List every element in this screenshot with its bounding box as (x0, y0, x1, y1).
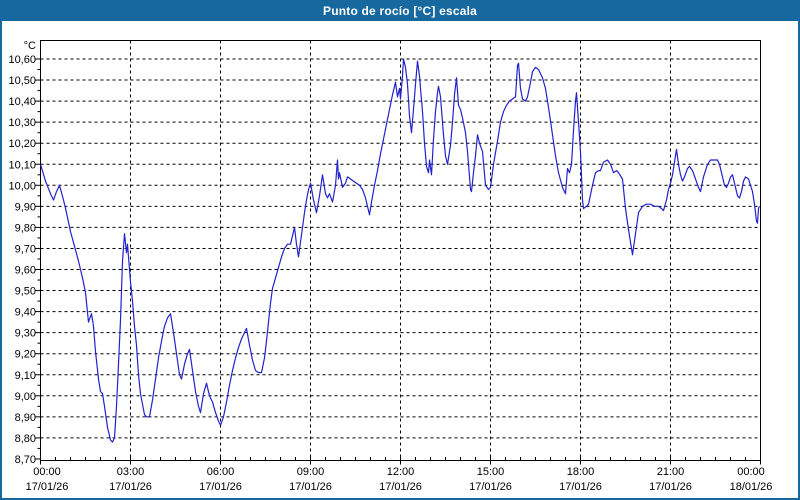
x-tick-time-label: 15:00 (477, 466, 505, 478)
x-tick-date-label: 17/01/26 (379, 481, 422, 493)
data-line (39, 58, 761, 443)
y-tick-label: 8,70 (15, 454, 36, 466)
x-tick-time-label: 03:00 (117, 466, 145, 478)
y-tick-label: 10,60 (8, 54, 36, 66)
y-tick-label: 8,90 (15, 412, 36, 424)
y-tick-label: 9,80 (15, 222, 36, 234)
window-titlebar: Punto de rocío [°C] escala (0, 0, 800, 21)
x-tick-date-label: 17/01/26 (26, 481, 69, 493)
y-tick-label: 9,10 (15, 370, 36, 382)
y-tick-label: 10,10 (8, 159, 36, 171)
x-tick-date-label: 17/01/26 (469, 481, 512, 493)
x-tick-time-label: 18:00 (567, 466, 595, 478)
plot-frame (40, 40, 761, 461)
y-tick-label: 9,90 (15, 201, 36, 213)
y-tick-label: 9,40 (15, 307, 36, 319)
x-tick-time-label: 09:00 (297, 466, 325, 478)
x-tick-date-label: 17/01/26 (289, 481, 332, 493)
x-tick-time-label: 00:00 (737, 466, 765, 478)
y-axis-unit: °C (24, 40, 36, 52)
x-tick-date-label: 18/01/26 (730, 481, 773, 493)
y-tick-label: 9,00 (15, 391, 36, 403)
x-tick-date-label: 17/01/26 (109, 481, 152, 493)
x-tick-time-label: 12:00 (387, 466, 415, 478)
y-tick-label: 10,50 (8, 75, 36, 87)
x-tick-time-label: 21:00 (657, 466, 685, 478)
y-tick-label: 10,20 (8, 138, 36, 150)
y-tick-label: 9,60 (15, 265, 36, 277)
x-tick-time-label: 06:00 (207, 466, 235, 478)
y-tick-label: 10,40 (8, 96, 36, 108)
y-tick-label: 9,20 (15, 349, 36, 361)
y-tick-label: 9,70 (15, 243, 36, 255)
chart-title: Punto de rocío [°C] escala (322, 3, 478, 18)
x-tick-time-label: 00:00 (33, 466, 61, 478)
x-tick-date-label: 17/01/26 (649, 481, 692, 493)
x-tick-date-label: 17/01/26 (559, 481, 602, 493)
y-tick-label: 8,80 (15, 433, 36, 445)
y-tick-label: 10,30 (8, 117, 36, 129)
y-tick-label: 10,00 (8, 180, 36, 192)
y-tick-label: 9,50 (15, 286, 36, 298)
y-tick-label: 9,30 (15, 328, 36, 340)
x-tick-date-label: 17/01/26 (199, 481, 242, 493)
